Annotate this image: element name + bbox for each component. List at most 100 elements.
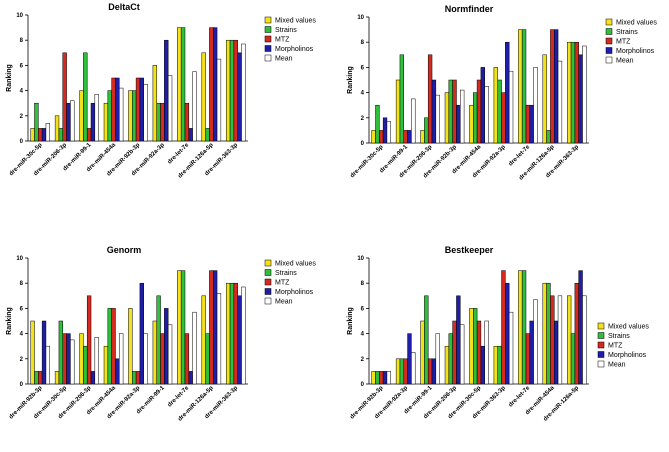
y-axis-label: Ranking xyxy=(6,307,13,335)
bar-mixed-values xyxy=(566,295,572,385)
bar-mtz xyxy=(62,52,67,142)
y-axis-label: Ranking xyxy=(6,64,13,92)
legend-swatch xyxy=(605,56,613,64)
bar-mean xyxy=(411,352,416,385)
y-tick-label: 0 xyxy=(361,141,365,147)
bar-mixed-values xyxy=(30,128,35,142)
y-tick-label: 6 xyxy=(20,306,24,312)
legend-swatch xyxy=(264,54,272,62)
legend-swatch xyxy=(597,341,605,349)
bar-morpholinos xyxy=(382,371,388,385)
bar-mtz xyxy=(427,358,433,385)
bar-mtz xyxy=(111,77,116,142)
bar-mtz xyxy=(574,282,579,385)
legend-swatch xyxy=(264,269,272,276)
legend-label: Mixed values xyxy=(275,18,316,25)
bar-mixed-values xyxy=(103,102,109,142)
bar-mtz xyxy=(452,320,457,385)
bar-mean xyxy=(167,324,173,385)
panel-genorm: Genorm0246810Rankingdre-miR-92b-3pdre-mi… xyxy=(6,245,316,423)
bar-mixed-values xyxy=(128,90,133,142)
legend-label: Morpholinos xyxy=(608,352,647,359)
bar-mtz xyxy=(86,295,92,385)
y-tick-label: 8 xyxy=(361,40,365,46)
bar-mtz xyxy=(452,79,457,144)
category-label: dre-miR-30c-5p xyxy=(350,144,385,179)
bar-mixed-values xyxy=(518,270,523,385)
bar-strains xyxy=(180,27,186,142)
bar-mixed-values xyxy=(542,54,547,144)
category-label: dre-let-7e xyxy=(167,385,191,409)
bar-morpholinos xyxy=(212,270,218,385)
bar-morpholinos xyxy=(237,52,242,142)
bar-mean xyxy=(508,70,514,144)
legend-label: Mixed values xyxy=(275,261,316,268)
bar-mtz xyxy=(135,77,141,142)
y-tick-label: 4 xyxy=(20,89,24,95)
y-tick-label: 4 xyxy=(361,91,365,97)
bar-morpholinos xyxy=(505,282,510,385)
bar-morpholinos xyxy=(164,39,169,142)
bar-morpholinos xyxy=(382,117,388,144)
bar-mean xyxy=(533,299,538,385)
bar-morpholinos xyxy=(41,128,47,142)
bar-mixed-values xyxy=(518,29,523,144)
bar-morpholinos xyxy=(578,270,583,385)
bar-mtz xyxy=(403,130,408,144)
bar-mean xyxy=(119,333,124,385)
bar-mtz xyxy=(160,333,165,385)
y-tick-label: 8 xyxy=(361,281,365,287)
bar-strains xyxy=(107,308,112,385)
category-label: dre-let-7e xyxy=(167,142,191,166)
bar-mixed-values xyxy=(542,282,547,385)
legend-swatch xyxy=(605,37,613,45)
legend-label: MTZ xyxy=(275,37,290,44)
legend-swatch xyxy=(264,35,272,43)
bar-strains xyxy=(473,308,478,385)
bar-strains xyxy=(132,90,137,142)
bar-mean xyxy=(45,123,51,142)
y-tick-label: 2 xyxy=(20,357,24,363)
bar-strains xyxy=(424,295,429,385)
bar-mtz xyxy=(111,308,116,385)
legend-label: Morpholinos xyxy=(275,46,314,53)
bar-strains xyxy=(205,333,210,385)
bar-morpholinos xyxy=(41,320,47,385)
bar-strains xyxy=(546,282,551,385)
bar-strains xyxy=(521,270,527,385)
bar-mtz xyxy=(160,102,165,142)
bar-morpholinos xyxy=(553,29,559,144)
legend-label: MTZ xyxy=(616,39,631,46)
bar-strains xyxy=(34,371,39,385)
panel-normfinder: Normfinder 0 2 4 6 8 10 Ranking dre-miR-30c-5p dr… xyxy=(347,4,657,182)
bar-mean xyxy=(557,295,563,385)
y-tick-label: 2 xyxy=(361,357,365,363)
bar-morpholinos xyxy=(529,320,534,385)
legend-label: Mixed values xyxy=(616,20,657,27)
bar-mtz xyxy=(525,104,531,144)
bar-mtz xyxy=(233,282,238,385)
y-tick-label: 10 xyxy=(357,15,364,21)
bar-strains xyxy=(473,92,478,144)
legend: Mixed values Strains MTZ Morpholinos Mean xyxy=(597,322,649,369)
bar-mean xyxy=(143,333,148,385)
bar-mean xyxy=(216,58,222,142)
bar-mixed-values xyxy=(469,308,474,385)
bar-mtz xyxy=(184,102,190,142)
bar-morpholinos xyxy=(139,282,144,385)
y-tick-label: 10 xyxy=(16,13,23,19)
legend-label: Mean xyxy=(275,56,293,63)
bar-mean xyxy=(94,337,99,385)
bar-mtz xyxy=(550,295,555,385)
bar-strains xyxy=(399,358,405,385)
legend-label: Morpholinos xyxy=(616,48,655,55)
panel-bestkeeper: Bestkeeper0246810Rankingdre-miR-92b-3pdr… xyxy=(347,245,649,423)
category-label: dre-let-7e xyxy=(508,385,532,409)
legend-label: Strains xyxy=(275,270,297,277)
bar-morpholinos xyxy=(115,77,120,142)
bar-strains xyxy=(180,270,186,385)
bar-mtz xyxy=(574,41,579,144)
bar-mixed-values xyxy=(225,282,231,385)
bar-strains xyxy=(83,52,88,142)
y-tick-label: 4 xyxy=(361,332,365,338)
